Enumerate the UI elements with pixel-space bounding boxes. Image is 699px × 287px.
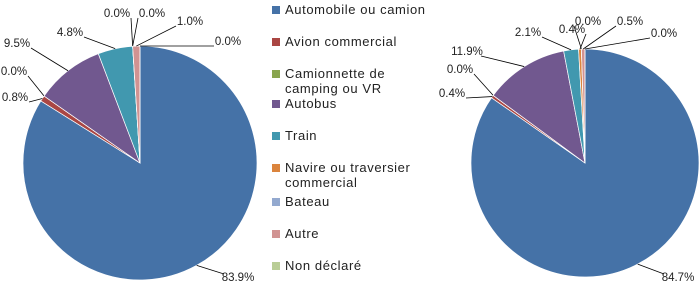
legend-item: Avion commercial <box>272 34 432 49</box>
data-label: 0.4% <box>439 88 465 100</box>
data-label: 0.0% <box>104 8 130 20</box>
data-label: 84.7% <box>662 272 695 284</box>
data-label: 0.0% <box>139 8 165 20</box>
leader-line <box>473 73 494 96</box>
legend-label: Autobus <box>285 96 337 111</box>
legend-swatch <box>272 262 280 270</box>
data-label: 0.4% <box>559 24 585 36</box>
data-label: 11.9% <box>451 46 483 58</box>
leader-line <box>28 98 43 103</box>
leader-line <box>637 263 665 275</box>
leader-line <box>465 96 493 99</box>
legend-item: Navire ou traversier commercial <box>272 160 432 190</box>
legend-item: Automobile ou camion <box>272 2 432 17</box>
pie-slice <box>492 50 586 164</box>
legend-item: Non déclaré <box>272 258 432 273</box>
data-label: 2.1% <box>515 27 541 39</box>
leader-line <box>27 75 45 97</box>
data-label: 0.0% <box>215 36 241 48</box>
legend-label: Camionnette de camping ou VR <box>285 66 386 96</box>
data-label: 0.0% <box>651 28 677 40</box>
legend-label: Bateau <box>285 194 330 209</box>
leader-line <box>132 17 139 47</box>
legend-swatch <box>272 230 280 238</box>
leader-line <box>541 36 572 51</box>
legend-swatch <box>272 132 280 140</box>
data-label: 1.0% <box>177 16 203 28</box>
legend-label: Train <box>285 128 318 143</box>
data-label: 4.8% <box>57 27 83 39</box>
legend: Automobile ou camion Avion commercial Cami… <box>272 0 432 287</box>
legend-label: Autre <box>285 226 320 241</box>
legend-swatch <box>272 38 280 46</box>
data-label: 0.0% <box>1 66 27 78</box>
legend-item: Autobus <box>272 96 432 111</box>
data-label: 9.5% <box>4 38 30 50</box>
legend-swatch <box>272 100 280 108</box>
data-label: 0.5% <box>617 16 643 28</box>
data-label: 83.9% <box>222 272 255 284</box>
leader-line <box>582 25 617 50</box>
legend-item: Train <box>272 128 432 143</box>
leader-line <box>83 36 116 50</box>
data-label: 0.8% <box>2 92 28 104</box>
leader-line <box>584 37 651 50</box>
leader-line <box>130 17 134 47</box>
legend-item: Camionnette de camping ou VR <box>272 66 432 96</box>
leader-line <box>30 47 69 72</box>
legend-swatch <box>272 198 280 206</box>
data-label: 0.0% <box>575 16 601 28</box>
leader-line <box>136 25 177 47</box>
legend-swatch <box>272 6 280 14</box>
legend-label: Automobile ou camion <box>285 2 426 17</box>
legend-label: Avion commercial <box>285 34 397 49</box>
legend-swatch <box>272 70 280 78</box>
legend-item: Bateau <box>272 194 432 209</box>
leader-line <box>573 25 582 50</box>
data-label: 0.0% <box>447 64 473 76</box>
legend-swatch <box>272 164 280 172</box>
legend-item: Autre <box>272 226 432 241</box>
leader-line <box>480 55 525 67</box>
legend-label: Non déclaré <box>285 258 362 273</box>
leader-line <box>196 264 225 275</box>
legend-label: Navire ou traversier commercial <box>285 160 411 190</box>
